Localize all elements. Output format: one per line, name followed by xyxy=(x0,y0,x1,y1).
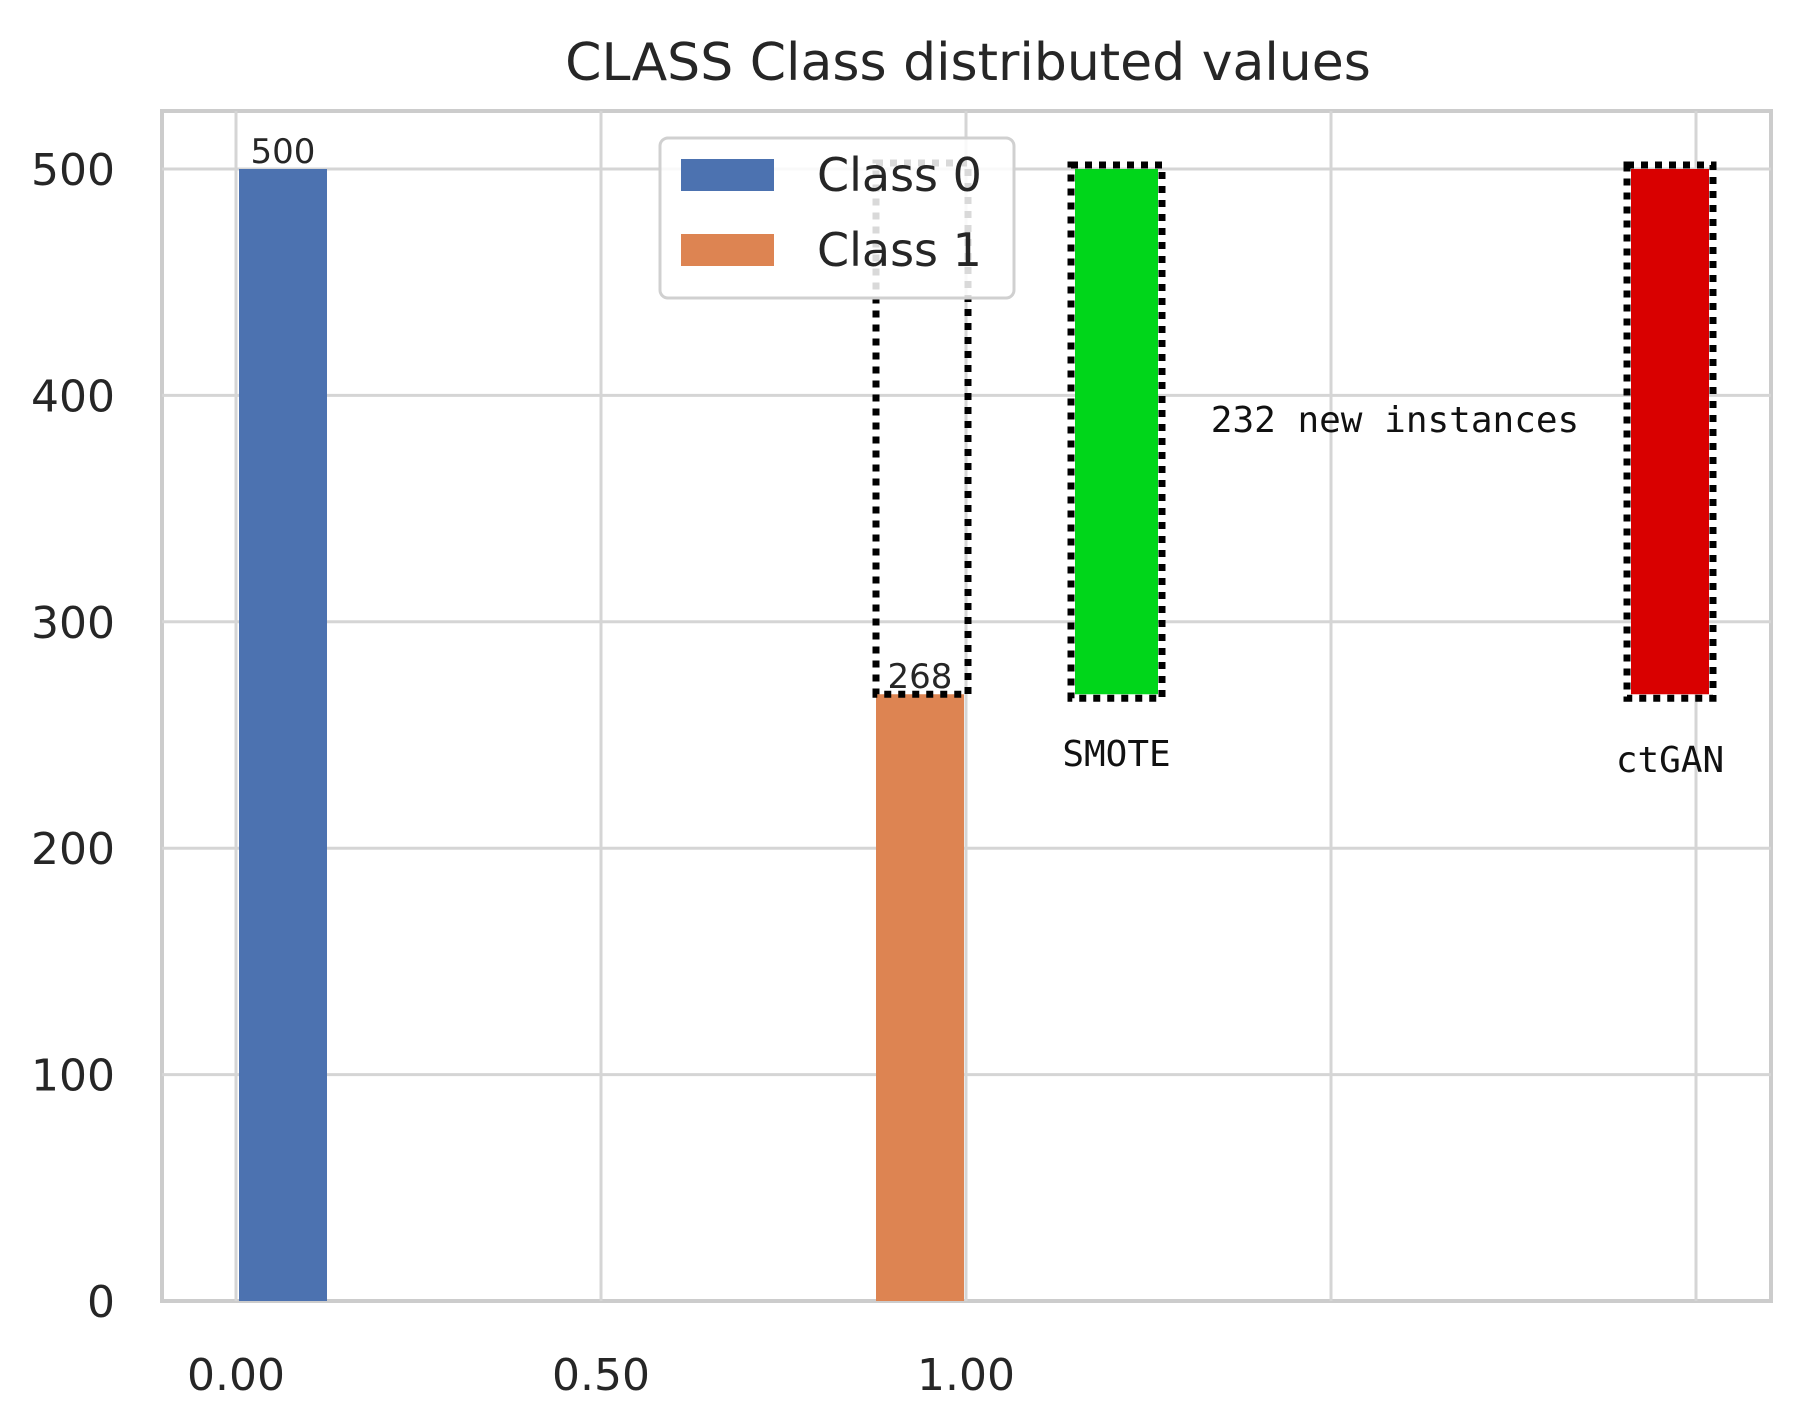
ctgan-dotted-box xyxy=(1623,161,1717,702)
bar-class-0 xyxy=(239,169,327,1301)
x-tick-label: 0.50 xyxy=(552,1350,650,1401)
x-tick-label: 1.00 xyxy=(917,1350,1015,1401)
legend-swatch xyxy=(681,234,774,266)
bar-value-label: 500 xyxy=(251,132,316,172)
y-tick-label: 0 xyxy=(87,1277,115,1328)
new-instances-label: 232 new instances xyxy=(1211,400,1579,441)
legend: Class 0 Class 1 xyxy=(658,136,1016,300)
ctgan-bar xyxy=(1631,169,1709,695)
y-tick-label: 200 xyxy=(31,824,115,875)
legend-swatch xyxy=(681,159,774,191)
legend-label: Class 0 xyxy=(817,148,982,202)
smote-bar xyxy=(1075,169,1158,695)
bar-value-label: 268 xyxy=(888,657,953,697)
y-tick-label: 100 xyxy=(31,1051,115,1102)
bar-class-1 xyxy=(876,694,964,1301)
smote-dotted-box xyxy=(1067,161,1166,702)
smote-label: SMOTE xyxy=(1062,734,1170,775)
ctgan-label: ctGAN xyxy=(1616,740,1724,781)
x-tick-label: 0.00 xyxy=(187,1350,285,1401)
y-tick-label: 300 xyxy=(31,598,115,649)
chart-title: CLASS Class distributed values xyxy=(565,33,1371,93)
y-tick-label: 400 xyxy=(31,371,115,422)
y-tick-label: 500 xyxy=(31,145,115,196)
legend-label: Class 1 xyxy=(817,223,982,277)
